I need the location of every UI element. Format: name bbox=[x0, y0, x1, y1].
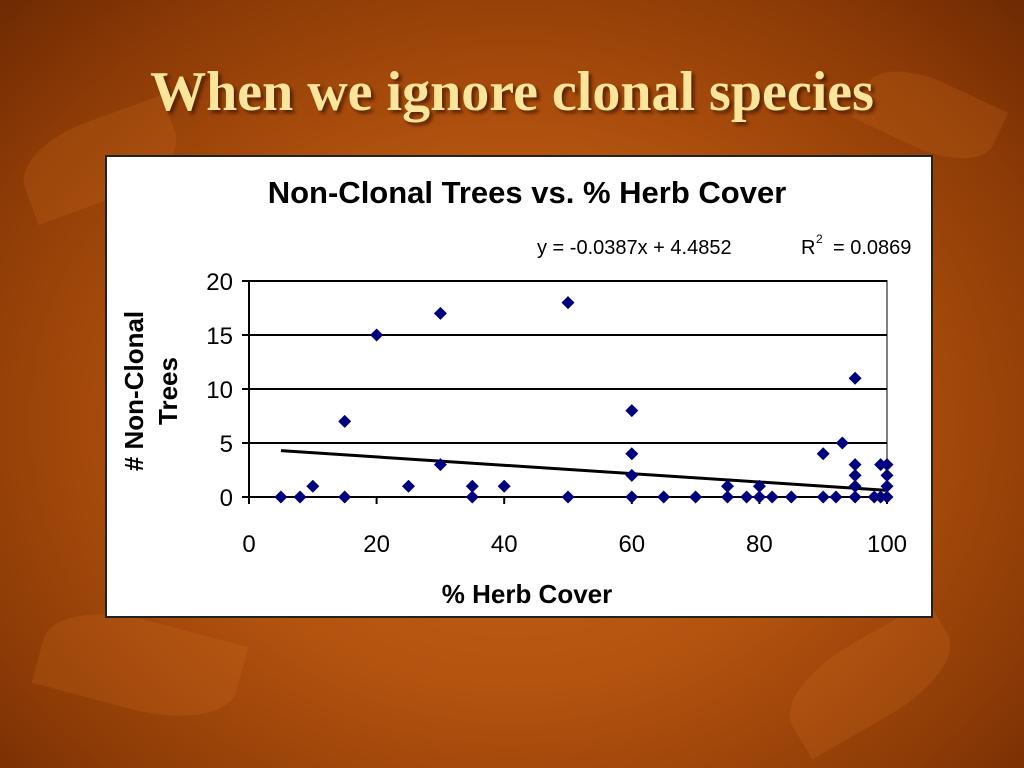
r-squared-superscript: 2 bbox=[816, 232, 823, 246]
data-point bbox=[816, 447, 830, 461]
x-tick-label: 20 bbox=[363, 531, 390, 558]
r-squared-label: R bbox=[801, 237, 815, 259]
r-squared-value: = 0.0869 bbox=[833, 237, 911, 259]
data-point bbox=[829, 490, 843, 504]
data-point bbox=[433, 306, 447, 320]
data-point bbox=[721, 479, 734, 493]
y-tick-label: 20 bbox=[206, 269, 233, 296]
data-point bbox=[784, 490, 798, 504]
data-point bbox=[402, 479, 415, 493]
data-point bbox=[752, 479, 766, 493]
data-point bbox=[274, 490, 288, 504]
chart-title: Non-Clonal Trees vs. % Herb Cover bbox=[268, 175, 787, 210]
slide-title: When we ignore clonal species bbox=[150, 61, 874, 123]
data-point bbox=[465, 490, 479, 504]
data-point bbox=[657, 490, 671, 504]
y-axis-label-line-2: Trees bbox=[153, 357, 183, 425]
trend-line bbox=[280, 449, 888, 492]
data-point bbox=[848, 468, 862, 482]
data-point bbox=[625, 447, 639, 461]
data-point bbox=[880, 490, 894, 504]
x-tick-label: 60 bbox=[618, 531, 645, 558]
x-tick-label: 0 bbox=[242, 531, 255, 558]
trend-equation-text: y = -0.0387x + 4.4852 bbox=[537, 237, 732, 259]
data-point bbox=[848, 371, 862, 385]
data-point bbox=[465, 479, 479, 493]
data-point bbox=[816, 490, 830, 504]
data-point bbox=[293, 490, 307, 504]
data-point bbox=[765, 490, 779, 504]
y-tick-label: 10 bbox=[206, 377, 233, 404]
data-point bbox=[561, 296, 575, 310]
data-point bbox=[740, 490, 754, 504]
x-tick-label: 100 bbox=[867, 531, 907, 558]
plot-area: 0 5 10 15 20 0 20 40 60 80 100 bbox=[206, 269, 907, 558]
data-point bbox=[848, 490, 862, 504]
y-tick-label: 15 bbox=[206, 323, 233, 350]
data-point bbox=[721, 490, 734, 504]
scatter-chart: Non-Clonal Trees vs. % Herb Cover y = -0… bbox=[119, 175, 911, 609]
x-axis-label: % Herb Cover bbox=[442, 579, 613, 609]
data-point bbox=[835, 436, 849, 450]
data-point bbox=[338, 490, 352, 504]
background-leaf bbox=[772, 600, 968, 760]
trend-equation: y = -0.0387x + 4.4852 R 2 = 0.0869 bbox=[537, 232, 911, 259]
data-point bbox=[848, 479, 862, 493]
data-point bbox=[625, 404, 639, 418]
data-point bbox=[625, 468, 639, 482]
data-point bbox=[306, 479, 320, 493]
data-point bbox=[880, 468, 894, 482]
chart-container: Non-Clonal Trees vs. % Herb Cover y = -0… bbox=[105, 155, 933, 618]
data-point bbox=[497, 479, 511, 493]
data-point bbox=[848, 458, 862, 472]
x-tick-label: 80 bbox=[746, 531, 773, 558]
data-point bbox=[625, 490, 639, 504]
y-axis-label: # Non-Clonal Trees bbox=[119, 311, 183, 471]
data-point bbox=[752, 490, 766, 504]
data-point bbox=[433, 458, 447, 472]
data-point bbox=[370, 328, 384, 342]
data-point bbox=[689, 490, 703, 504]
y-tick-label: 0 bbox=[220, 485, 233, 512]
data-point bbox=[561, 490, 575, 504]
data-point bbox=[338, 414, 352, 428]
x-tick-label: 40 bbox=[491, 531, 518, 558]
data-point bbox=[880, 458, 894, 472]
y-axis-label-line-1: # Non-Clonal bbox=[119, 311, 149, 471]
data-point bbox=[880, 479, 894, 493]
y-tick-label: 5 bbox=[220, 431, 233, 458]
